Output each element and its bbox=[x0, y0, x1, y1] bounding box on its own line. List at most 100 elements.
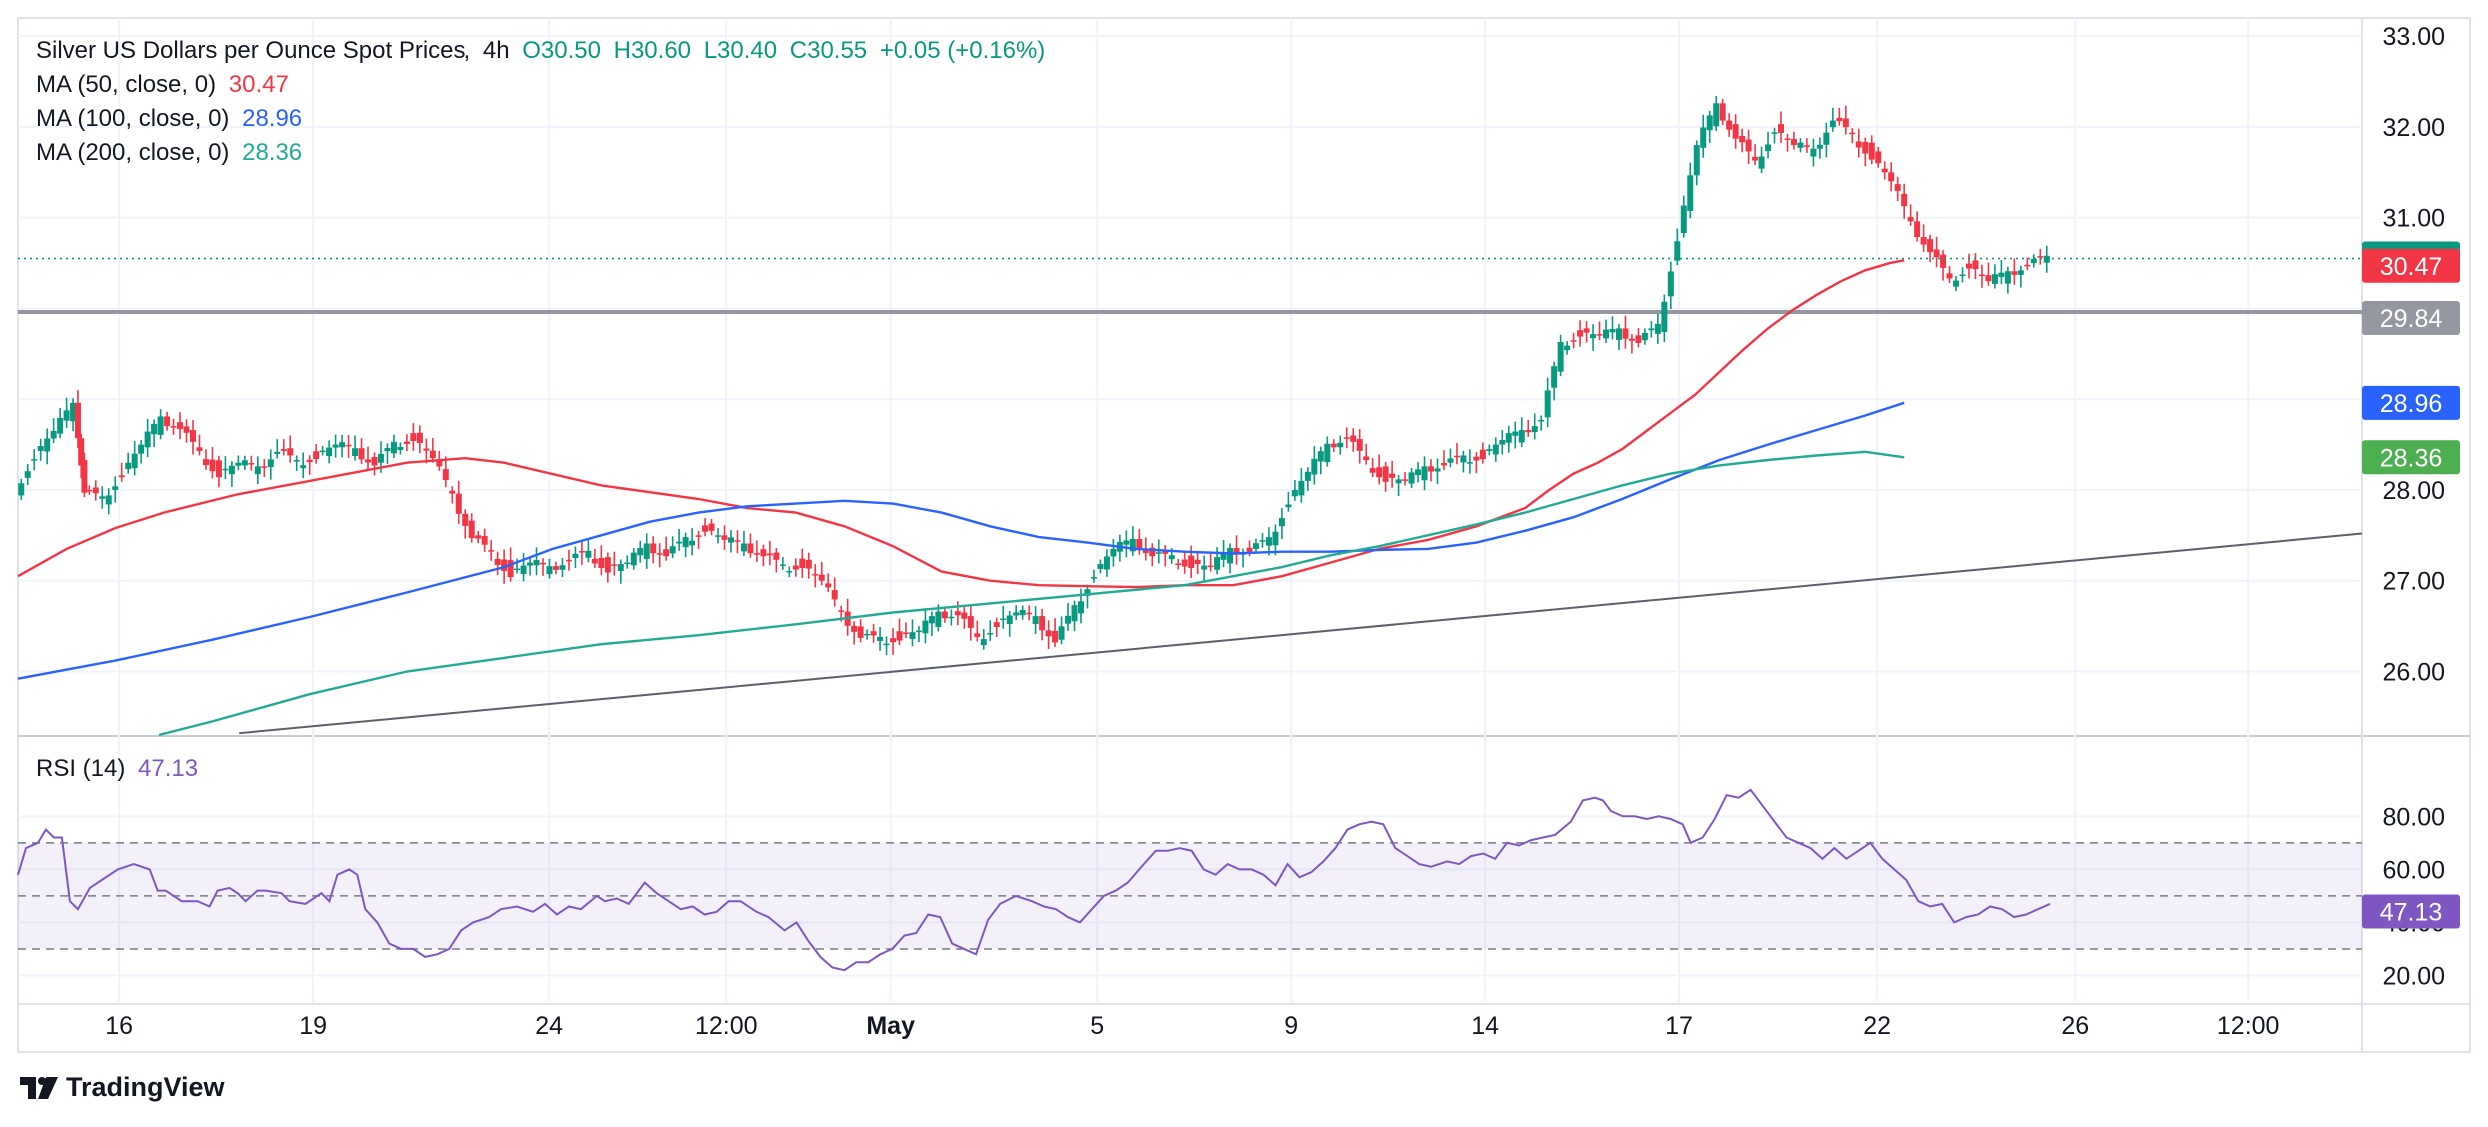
x-tick-label: 9 bbox=[1284, 1012, 1298, 1040]
candle-body bbox=[1460, 455, 1467, 463]
candle-body bbox=[1330, 443, 1337, 448]
candle-body bbox=[403, 441, 410, 444]
candle-body bbox=[1803, 145, 1810, 147]
candle-body bbox=[1278, 518, 1285, 527]
candle-body bbox=[1136, 538, 1143, 551]
candle-body bbox=[131, 453, 138, 469]
candle-body bbox=[274, 451, 281, 454]
candle-body bbox=[1907, 217, 1914, 222]
candle-body bbox=[727, 537, 734, 543]
candle-body bbox=[1628, 338, 1635, 341]
candle-body bbox=[183, 426, 190, 433]
candle-body bbox=[1687, 175, 1694, 212]
candle-body bbox=[1181, 559, 1188, 567]
candle-body bbox=[1466, 462, 1473, 464]
candle-body bbox=[1700, 127, 1707, 148]
candle-body bbox=[1927, 239, 1934, 253]
candle-body bbox=[1849, 132, 1856, 135]
candle-body bbox=[1998, 272, 2005, 277]
legend-rsi-label: RSI (14) bbox=[36, 755, 126, 782]
candle-body bbox=[475, 535, 482, 539]
candle-body bbox=[753, 553, 760, 555]
legend-ma200-value: 28.36 bbox=[242, 139, 303, 166]
candle-body bbox=[1220, 552, 1227, 560]
candle-body bbox=[980, 639, 987, 646]
candle-body bbox=[1356, 439, 1363, 451]
candle-body bbox=[1434, 468, 1441, 472]
candle-body bbox=[300, 465, 307, 469]
candle-body bbox=[501, 559, 508, 572]
tradingview-logo[interactable]: TradingView bbox=[20, 1072, 225, 1103]
legend-ma50-label: MA (50, close, 0) bbox=[36, 71, 217, 98]
ohlc-high: H30.60 bbox=[613, 37, 692, 64]
candle-body bbox=[792, 565, 799, 570]
candle-body bbox=[637, 548, 644, 556]
candle-body bbox=[1914, 221, 1921, 238]
candle-body bbox=[1868, 142, 1875, 160]
candle-body bbox=[1829, 120, 1836, 128]
candle-body bbox=[164, 416, 171, 427]
candle-body bbox=[190, 430, 197, 442]
candle-body bbox=[1758, 156, 1765, 169]
x-tick-label: May bbox=[866, 1012, 915, 1040]
chart-interval: 4h bbox=[482, 37, 510, 64]
candle-body bbox=[1674, 241, 1681, 261]
candle-body bbox=[922, 620, 929, 634]
candle-body bbox=[170, 426, 177, 428]
candle-body bbox=[455, 493, 462, 514]
candle-body bbox=[241, 460, 248, 466]
candle-body bbox=[1103, 556, 1110, 570]
candle-body bbox=[1564, 345, 1571, 351]
candle-body bbox=[1486, 449, 1493, 451]
candle-body bbox=[773, 552, 780, 560]
candle-body bbox=[248, 463, 255, 465]
candle-body bbox=[669, 546, 676, 554]
candle-body bbox=[1317, 451, 1324, 462]
candle-body bbox=[540, 562, 547, 565]
candle-body bbox=[86, 489, 93, 492]
candle-body bbox=[1214, 557, 1221, 570]
candle-body bbox=[1765, 144, 1772, 152]
candle-body bbox=[630, 552, 637, 566]
candle-body bbox=[1577, 330, 1584, 337]
candle-body bbox=[78, 438, 85, 466]
price-tick-label: 27.00 bbox=[2382, 568, 2445, 596]
tradingview-brand-text: TradingView bbox=[66, 1072, 225, 1102]
candle-body bbox=[1972, 260, 1979, 270]
candle-body bbox=[1350, 435, 1357, 442]
chart-title: Silver US Dollars per Ounce Spot Prices bbox=[36, 37, 466, 64]
candle-body bbox=[222, 468, 229, 471]
candle-body bbox=[702, 525, 709, 532]
candle-body bbox=[1077, 601, 1084, 614]
candle-body bbox=[663, 549, 670, 557]
candle-body bbox=[1615, 328, 1622, 340]
candle-body bbox=[1609, 329, 1616, 333]
candle-body bbox=[928, 616, 935, 624]
candle-body bbox=[371, 456, 378, 466]
candle-body bbox=[617, 564, 624, 572]
candle-body bbox=[818, 574, 825, 581]
candle-body bbox=[838, 610, 845, 612]
candle-body bbox=[228, 465, 235, 475]
candle-body bbox=[1084, 589, 1091, 596]
candle-body bbox=[1726, 120, 1733, 130]
candle-body bbox=[1784, 138, 1791, 140]
candle-body bbox=[961, 612, 968, 619]
candle-body bbox=[1538, 420, 1545, 422]
candle-body bbox=[1149, 547, 1156, 557]
ma-line-1 bbox=[17, 401, 1905, 680]
candle-body bbox=[2011, 271, 2018, 275]
candle-body bbox=[57, 417, 64, 434]
x-tick-label: 14 bbox=[1471, 1012, 1499, 1040]
candle-body bbox=[1933, 249, 1940, 258]
legend-ma50: MA (50, close, 0) 30.47 bbox=[36, 68, 295, 101]
candle-body bbox=[410, 433, 417, 441]
candle-body bbox=[1298, 480, 1305, 496]
candle-body bbox=[1175, 563, 1182, 565]
candle-body bbox=[747, 543, 754, 554]
candle-body bbox=[1875, 151, 1882, 164]
candle-body bbox=[293, 459, 300, 462]
candle-body bbox=[527, 562, 534, 566]
candle-body bbox=[196, 447, 203, 451]
